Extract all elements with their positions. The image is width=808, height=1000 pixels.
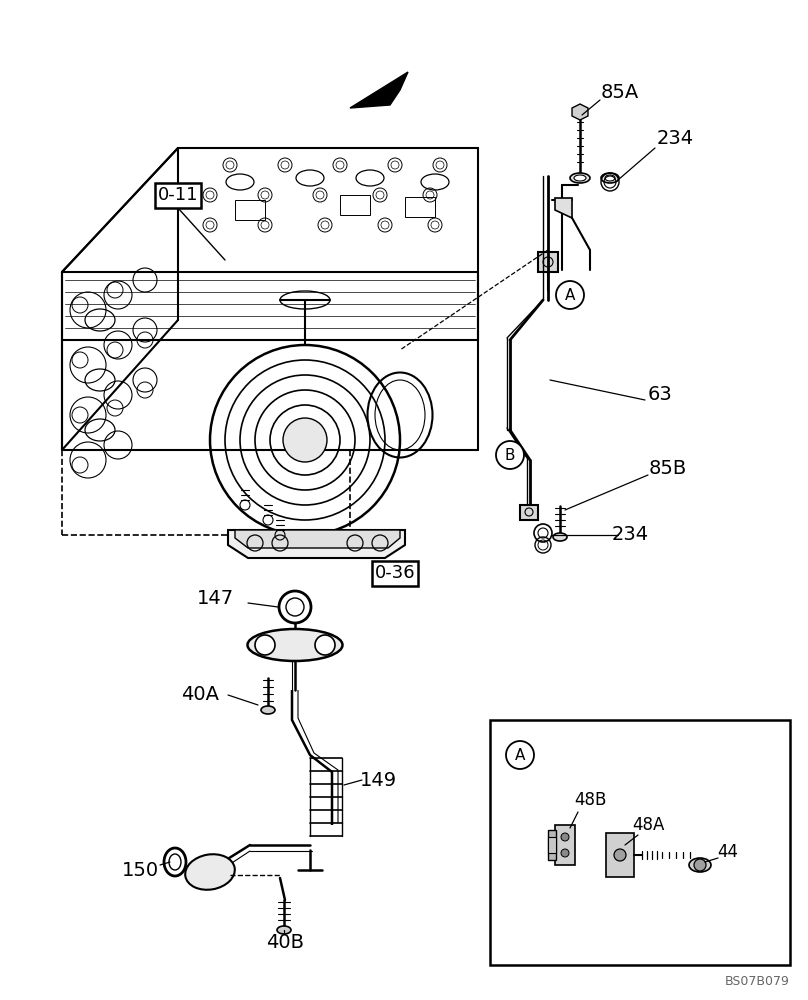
Ellipse shape [689, 858, 711, 872]
Text: 234: 234 [612, 526, 649, 544]
Polygon shape [548, 830, 556, 860]
Polygon shape [350, 72, 408, 108]
Circle shape [694, 859, 706, 871]
Bar [372, 560, 418, 585]
Bar [235, 200, 265, 220]
Text: 147: 147 [196, 588, 234, 607]
Polygon shape [555, 825, 575, 865]
Ellipse shape [277, 926, 291, 934]
Circle shape [614, 849, 626, 861]
Polygon shape [235, 530, 400, 548]
Circle shape [315, 635, 335, 655]
Circle shape [255, 635, 275, 655]
Bar [340, 195, 370, 215]
Circle shape [561, 849, 569, 857]
Bar [155, 182, 200, 208]
Ellipse shape [261, 706, 275, 714]
Ellipse shape [570, 173, 590, 183]
Text: 0-36: 0-36 [375, 564, 415, 582]
Text: 149: 149 [360, 770, 397, 790]
Text: A: A [565, 288, 575, 302]
Circle shape [556, 281, 584, 309]
Bar [405, 197, 435, 217]
Text: BS07B079: BS07B079 [725, 975, 790, 988]
Text: 85B: 85B [649, 458, 687, 478]
Polygon shape [490, 720, 790, 965]
Polygon shape [538, 252, 558, 272]
Ellipse shape [185, 854, 235, 890]
Circle shape [561, 833, 569, 841]
Text: B: B [505, 448, 516, 462]
Text: 44: 44 [718, 843, 739, 861]
Text: 150: 150 [121, 860, 158, 880]
Polygon shape [572, 104, 588, 120]
Polygon shape [548, 837, 556, 853]
Circle shape [283, 418, 327, 462]
Polygon shape [606, 833, 634, 877]
Polygon shape [228, 530, 405, 558]
Text: 85A: 85A [601, 83, 639, 102]
Ellipse shape [605, 175, 615, 181]
Circle shape [506, 741, 534, 769]
Circle shape [496, 441, 524, 469]
Polygon shape [555, 198, 572, 218]
Polygon shape [520, 505, 538, 520]
Text: A: A [515, 748, 525, 762]
Text: 48A: 48A [632, 816, 664, 834]
Text: 48B: 48B [574, 791, 606, 809]
Ellipse shape [574, 175, 586, 181]
Ellipse shape [553, 533, 567, 541]
Text: 234: 234 [656, 128, 693, 147]
Text: 40A: 40A [181, 686, 219, 704]
Ellipse shape [601, 173, 619, 183]
Text: 0-11: 0-11 [158, 186, 198, 204]
Text: 63: 63 [648, 385, 672, 404]
Text: 40B: 40B [266, 932, 304, 952]
Ellipse shape [247, 629, 343, 661]
